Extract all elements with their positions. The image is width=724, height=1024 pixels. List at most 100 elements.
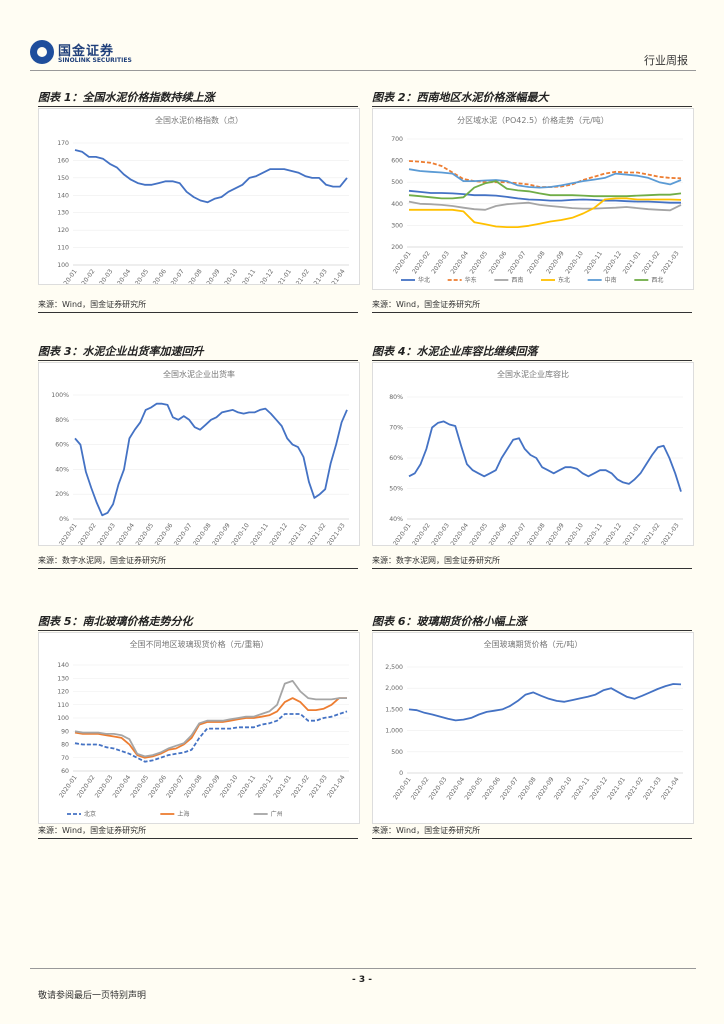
- x-tick-label: 2020-03: [430, 522, 451, 545]
- figure-2-svg: 分区域水泥（PO42.5）价格走势（元/吨） 200 300 400 500 600 700…: [391, 115, 683, 284]
- y-tick-label: 700: [391, 136, 403, 143]
- x-tick-label: 2020-02: [411, 250, 432, 275]
- figure-2-chart: 分区域水泥（PO42.5）价格走势（元/吨） 200 300 400 500 600 700…: [372, 108, 694, 290]
- x-tick-label: 2020-08: [192, 522, 213, 545]
- figure-6-rule: [372, 838, 692, 839]
- x-tick-label: 2020-07: [173, 522, 194, 545]
- y-tick-label: 170: [57, 140, 69, 147]
- x-tick-label: 2020-11: [584, 250, 605, 275]
- y-tick-label: 100: [57, 715, 69, 722]
- y-tick-label: 90: [61, 728, 69, 735]
- x-tick-label: 2020-07: [165, 268, 186, 284]
- x-tick-label: 2020-12: [269, 522, 290, 545]
- figure-3-rule: [38, 568, 358, 569]
- figure-4-svg: 全国水泥企业库容比40%50%60%70%80%2020-012020-0220…: [389, 369, 683, 545]
- x-tick-label: 2020-05: [135, 522, 156, 545]
- x-tick-label: 2020-06: [147, 268, 168, 284]
- logo-chinese-name: 国金证券: [58, 44, 115, 59]
- page-header: 国金证券 SINOLINK SECURITIES 行业周报: [30, 38, 696, 72]
- series-line-0: [408, 420, 682, 492]
- x-tick-label: 2021-02: [641, 250, 662, 275]
- x-tick-label: 2020-01: [392, 522, 413, 545]
- x-tick-label: 2021-02: [307, 522, 328, 545]
- y-tick-label: 80%: [55, 417, 69, 424]
- figure-6-svg: 全国玻璃期货价格（元/吨） 0 500 1,000 1,500 2,000 2,500 202…: [385, 639, 683, 801]
- y-tick-label: 60%: [55, 442, 69, 449]
- x-tick-label: 2020-09: [201, 268, 222, 284]
- y-tick-label: 120: [57, 227, 69, 234]
- legend-label: 北京: [84, 810, 96, 818]
- figure-2-heading: 图表 2：西南地区水泥价格涨幅最大: [372, 89, 692, 107]
- x-tick-label: 2020-01: [58, 268, 79, 284]
- x-tick-label: 2020-04: [450, 250, 471, 275]
- figure-3-heading: 图表 3：水泥企业出货率加速回升: [38, 343, 358, 361]
- y-tick-label: 160: [57, 157, 69, 164]
- x-tick-label: 2020-03: [96, 522, 117, 545]
- disclaimer: 敬请参阅最后一页特别声明: [38, 991, 147, 1001]
- x-tick-label: 2020-06: [154, 522, 175, 545]
- x-tick-label: 2020-08: [526, 250, 547, 275]
- y-tick-label: 70: [61, 755, 69, 762]
- x-tick-label: 2020-09: [545, 250, 566, 275]
- series-line-0: [74, 149, 348, 204]
- x-tick-label: 2021-01: [288, 522, 309, 545]
- page-number: - 3 -: [352, 975, 372, 985]
- y-tick-label: 500: [391, 179, 403, 186]
- series-line-0: [408, 189, 681, 204]
- y-tick-label: 120: [57, 689, 69, 696]
- figure-3-svg: 全国水泥企业出货率0%20%40%60%80%100%2020-012020-0…: [51, 369, 349, 545]
- y-tick-label: 150: [57, 175, 69, 182]
- x-tick-label: 2020-08: [526, 522, 547, 545]
- x-tick-label: 2020-07: [507, 522, 528, 545]
- y-tick-label: 140: [57, 662, 69, 669]
- y-tick-label: 1,000: [385, 728, 403, 735]
- series-line-0: [74, 402, 348, 517]
- figure-4-rule: [372, 568, 692, 569]
- report-type: 行业周报: [644, 54, 688, 67]
- chart-title: 全国水泥企业出货率: [163, 369, 235, 379]
- legend-label: 东北: [558, 276, 570, 284]
- y-tick-label: 600: [391, 158, 403, 165]
- x-tick-label: 2020-02: [411, 522, 432, 545]
- x-tick-label: 2020-05: [469, 522, 490, 545]
- y-tick-label: 0%: [59, 516, 69, 523]
- header-divider: [30, 70, 696, 71]
- y-tick-label: 500: [391, 749, 403, 756]
- chart-title: 分区域水泥（PO42.5）价格走势（元/吨）: [457, 115, 609, 125]
- y-tick-label: 100: [57, 262, 69, 269]
- x-tick-label: 2020-09: [545, 522, 566, 545]
- figure-4-source: 来源：数字水泥网，国金证券研究所: [372, 556, 500, 565]
- figure-1-source: 来源：Wind，国金证券研究所: [38, 300, 147, 309]
- y-tick-label: 2,500: [385, 664, 403, 671]
- footer-divider: [30, 968, 696, 969]
- figure-1-heading: 图表 1：全国水泥价格指数持续上涨: [38, 89, 358, 107]
- x-tick-label: 2020-02: [77, 522, 98, 545]
- figure-6-source: 来源：Wind，国金证券研究所: [372, 826, 481, 835]
- x-tick-label: 2020-04: [450, 522, 471, 545]
- x-tick-label: 2021-03: [660, 250, 681, 275]
- figure-3-chart: 全国水泥企业出货率 0% 20% 40% 60% 80% 100% 2020-01 2020-0…: [38, 362, 360, 546]
- x-tick-label: 2020-08: [183, 268, 204, 284]
- x-tick-label: 2021-03: [308, 268, 329, 284]
- y-tick-label: 400: [391, 201, 403, 208]
- x-tick-label: 2021-02: [641, 522, 662, 545]
- y-tick-label: 50%: [389, 486, 403, 493]
- x-tick-label: 2021-01: [272, 268, 293, 284]
- chart-title: 全国水泥价格指数（点）: [155, 115, 243, 125]
- legend-label: 上海: [177, 810, 189, 818]
- series-line-4: [408, 168, 682, 189]
- x-tick-label: 2020-01: [392, 250, 413, 275]
- series-line-5: [408, 180, 682, 200]
- x-tick-label: 2021-04: [326, 774, 347, 799]
- y-tick-label: 130: [57, 675, 69, 682]
- logo-emblem-icon: [30, 40, 54, 64]
- figure-6-chart: 全国玻璃期货价格（元/吨） 0 500 1,000 1,500 2,000 2,500 202…: [372, 632, 694, 824]
- y-tick-label: 110: [57, 245, 69, 252]
- x-tick-label: 2020-02: [76, 268, 97, 284]
- legend-label: 西南: [511, 276, 523, 284]
- legend-label: 华北: [418, 276, 430, 284]
- y-tick-label: 20%: [55, 491, 69, 498]
- x-tick-label: 2020-03: [94, 268, 115, 284]
- y-tick-label: 1,500: [385, 706, 403, 713]
- figure-5-rule: [38, 838, 358, 839]
